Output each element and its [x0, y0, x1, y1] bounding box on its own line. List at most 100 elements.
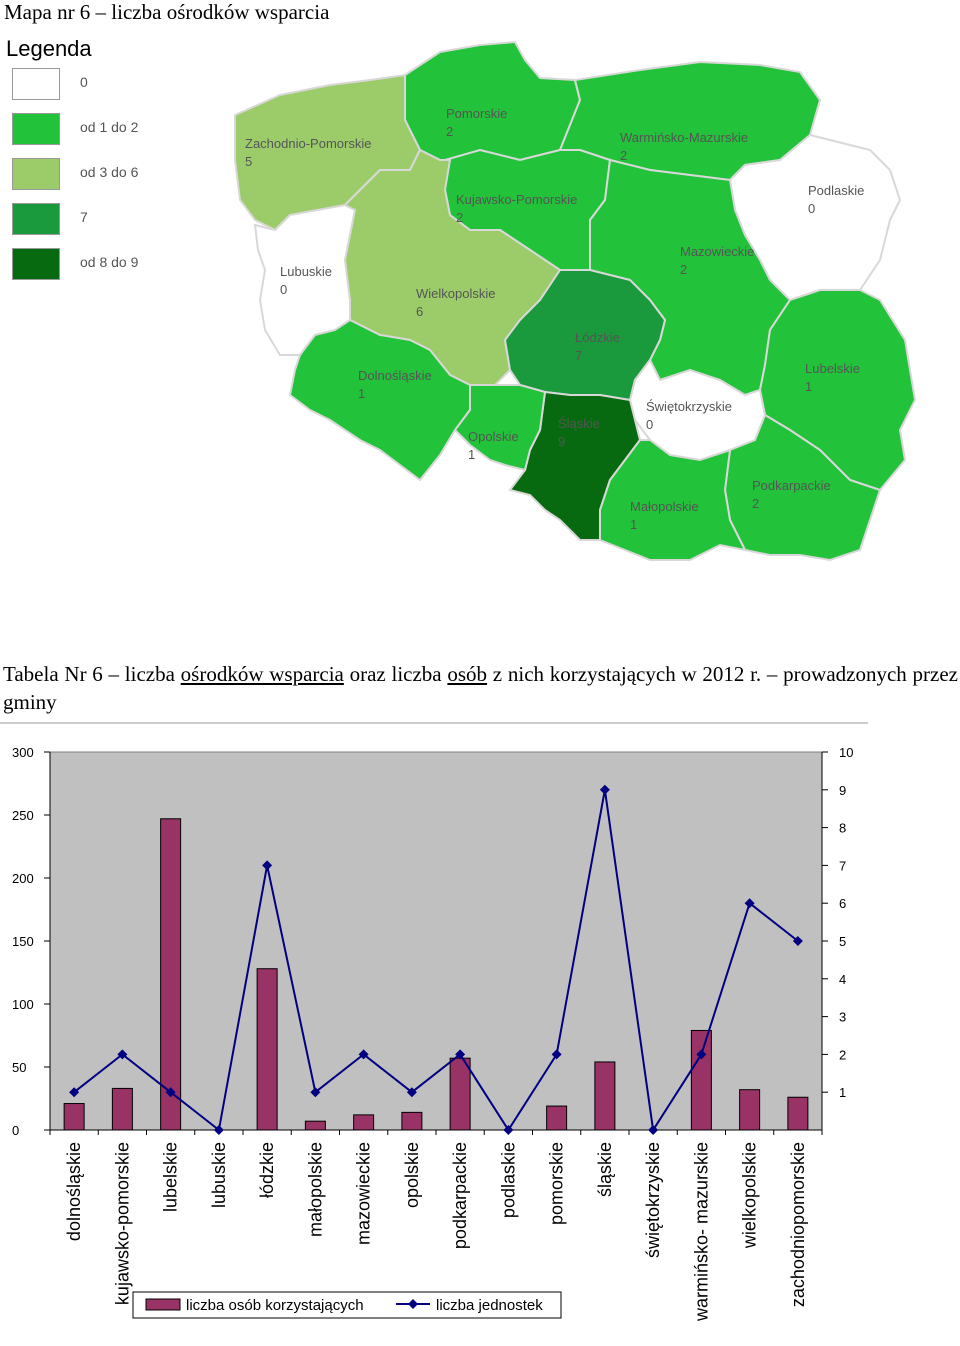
- point-kujawsko-pomorskie: [117, 1049, 128, 1060]
- poland-map: Pomorskie 2 Zachodnio-Pomorskie 5 Warmińsko-…: [234, 40, 917, 562]
- chart-legend-box: [132, 1291, 562, 1319]
- region-value-label: 6: [416, 304, 423, 319]
- category-label-lodzkie: łódzkie: [257, 1142, 277, 1198]
- point-dolnoslaskie: [69, 1087, 80, 1098]
- left-tick-label: 50: [12, 1060, 26, 1075]
- category-label-podkarpackie: podkarpackie: [450, 1142, 470, 1249]
- point-slaskie: [599, 784, 610, 795]
- right-tick-label: 6: [839, 896, 846, 911]
- bar-malopolskie: [304, 1120, 326, 1131]
- region-value-label: 5: [245, 154, 252, 169]
- category-label-lubuskie: lubuskie: [209, 1142, 229, 1208]
- region-value-label: 2: [680, 262, 687, 277]
- region-value-label: 1: [358, 386, 365, 401]
- region-opolskie: [453, 384, 547, 472]
- category-label-zachodniopomorskie: zachodniopomorskie: [788, 1142, 808, 1307]
- legend-item-0: 0: [12, 68, 152, 104]
- legend-line-label: liczba jednostek: [436, 1297, 543, 1314]
- right-tick-label: 9: [839, 783, 846, 798]
- category-label-slaskie: śląskie: [595, 1142, 615, 1197]
- legend-item-7: 7: [12, 203, 152, 239]
- right-tick-label: 7: [839, 858, 846, 873]
- left-tick-label: 0: [12, 1123, 19, 1138]
- right-tick-label: 3: [839, 1010, 846, 1025]
- point-pomorskie: [551, 1049, 562, 1060]
- bar-podkarpackie: [449, 1057, 471, 1131]
- caption-underline-1: ośrodków wsparcia: [180, 662, 344, 686]
- point-lodzkie: [262, 860, 273, 871]
- region-value-label: 2: [456, 210, 463, 225]
- region-name-label: Lubuskie: [280, 264, 332, 279]
- region-name-label: Łódzkie: [575, 330, 620, 345]
- point-lubelskie: [165, 1087, 176, 1098]
- point-podkarpackie: [455, 1049, 466, 1060]
- region-value-label: 0: [808, 201, 815, 216]
- region-name-label: Opolskie: [468, 429, 519, 444]
- bar-warminsko-mazurskie: [690, 1029, 712, 1131]
- point-swietokrzyskie: [648, 1125, 659, 1135]
- combo-chart: 0 50 100 150 200 250 300 1 2 3 4 5 6 7 8 9 10 dolnośląski…: [0, 722, 868, 1322]
- region-value-label: 1: [805, 379, 812, 394]
- left-tick-label: 100: [12, 997, 34, 1012]
- point-mazowieckie: [358, 1049, 369, 1060]
- right-tick-label: 8: [839, 821, 846, 836]
- legend-line-marker: [408, 1299, 418, 1309]
- right-tick-label: 5: [839, 934, 846, 949]
- region-pomorskie: [404, 40, 582, 162]
- left-tick-label: 150: [12, 934, 34, 949]
- region-value-label: 0: [280, 282, 287, 297]
- right-tick-label: 1: [839, 1085, 846, 1100]
- caption-part2: oraz liczba: [343, 662, 448, 686]
- region-name-label: Kujawsko-Pomorskie: [456, 192, 577, 207]
- region-name-label: Podlaskie: [808, 183, 864, 198]
- category-label-opolskie: opolskie: [402, 1142, 422, 1208]
- region-name-label: Podkarpackie: [752, 478, 831, 493]
- bar-lodzkie: [256, 968, 278, 1131]
- category-label-dolnoslaskie: dolnośląskie: [64, 1142, 84, 1241]
- region-name-label: Warmińsko-Mazurskie: [620, 130, 748, 145]
- legend-label: 0: [80, 74, 88, 90]
- legend-swatch: [12, 158, 60, 190]
- region-value-label: 0: [646, 417, 653, 432]
- right-tick-label: 10: [839, 745, 853, 760]
- category-label-warminsko-mazurskie: warmińsko- mazurskie: [691, 1142, 711, 1322]
- category-label-malopolskie: małopolskie: [305, 1142, 325, 1237]
- region-name-label: Wielkopolskie: [416, 286, 495, 301]
- legend-label: od 1 do 2: [80, 119, 139, 135]
- bar-dolnoslaskie: [63, 1103, 85, 1131]
- region-value-label: 1: [630, 517, 637, 532]
- series-line-liczba-jednostek: [73, 789, 799, 1133]
- category-label-mazowieckie: mazowieckie: [354, 1142, 374, 1245]
- region-name-label: Pomorskie: [446, 106, 507, 121]
- right-tick-label: 2: [839, 1047, 846, 1062]
- region-name-label: Zachodnio-Pomorskie: [245, 136, 371, 151]
- point-warminsko-mazurskie: [696, 1049, 707, 1060]
- table-caption: Tabela Nr 6 – liczba ośrodków wsparcia o…: [3, 660, 958, 716]
- bar-opolskie: [401, 1111, 423, 1131]
- legend-label: od 8 do 9: [80, 254, 139, 270]
- region-value-label: 2: [752, 496, 759, 511]
- region-value-label: 9: [558, 434, 565, 449]
- region-name-label: Lubelskie: [805, 361, 860, 376]
- map-title: Mapa nr 6 – liczba ośrodków wsparcia: [4, 0, 330, 24]
- region-name-label: Mazowieckie: [680, 244, 754, 259]
- region-name-label: Śląskie: [558, 416, 600, 431]
- legend-swatch: [12, 203, 60, 235]
- legend-label: 7: [80, 209, 88, 225]
- legend-swatch: [12, 248, 60, 280]
- category-label-lubelskie: lubelskie: [161, 1142, 181, 1212]
- bar-zachodniopomorskie: [787, 1096, 809, 1131]
- point-malopolskie: [310, 1087, 321, 1098]
- region-value-label: 2: [446, 124, 453, 139]
- category-label-pomorskie: pomorskie: [547, 1142, 567, 1225]
- right-tick-label: 4: [839, 972, 846, 987]
- map-region-labels: Pomorskie 2 Zachodnio-Pomorskie 5 Warmińsko-…: [245, 106, 864, 532]
- region-malopolskie: [599, 439, 747, 561]
- legend-swatch: [12, 68, 60, 100]
- bar-mazowieckie: [353, 1114, 375, 1131]
- category-label-wielkopolskie: wielkopolskie: [740, 1142, 760, 1249]
- region-value-label: 2: [620, 148, 627, 163]
- caption-part1: Tabela Nr 6 – liczba: [3, 662, 181, 686]
- legend-item-od-3-do-6: od 3 do 6: [12, 158, 152, 194]
- point-podlaskie: [503, 1125, 514, 1135]
